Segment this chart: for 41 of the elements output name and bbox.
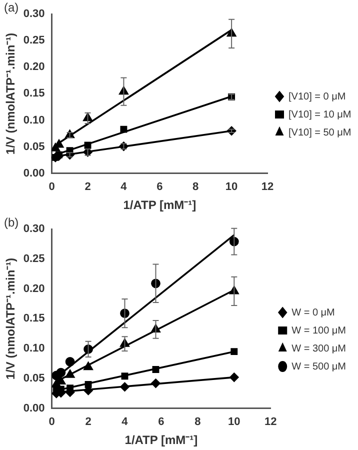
legend-label: [V10] = 0 μM [288,91,346,102]
legend-label: W = 500 μM [292,361,346,372]
x-tick-label: 4 [122,416,129,428]
y-tick-label: 0.05 [23,372,45,385]
x-tick-label: 2 [85,416,92,428]
y-tick-label: 0.10 [23,114,45,126]
x-tick-label: 8 [194,416,201,428]
text: (a) [4,0,19,14]
y-tick-label: 0.25 [23,34,45,47]
y-tick-label: 0.30 [23,8,45,20]
x-tick-label: 12 [264,416,277,428]
y-tick-label: 0.25 [23,252,45,265]
y-tick-label: 0.05 [23,140,45,153]
y-axis-title: 1/V (nmolATP⁻¹.min⁻¹) [4,258,18,380]
x-tick-label: 12 [261,181,274,194]
y-tick-label: 0.15 [23,88,45,100]
x-tick-label: 8 [192,181,199,194]
x-tick-label: 10 [225,181,238,194]
y-tick-label: 0.10 [23,342,45,355]
y-tick-label: 0.00 [23,402,45,414]
x-tick-label: 4 [120,181,128,194]
legend-label: W = 0 μM [292,307,335,318]
text: (b) [4,215,19,230]
y-tick-label: 0.20 [23,282,45,295]
legend-label: [V10] = 50 μM [288,127,352,138]
x-axis-title: 1/ATP [mM⁻¹] [123,198,196,212]
legend-label: W = 300 μM [292,343,346,354]
legend-label: W = 100 μM [292,325,346,336]
x-tick-label: 10 [228,416,240,428]
y-tick-label: 0.15 [23,312,45,325]
x-tick-label: 6 [158,416,164,428]
x-tick-label: 0 [48,416,55,428]
x-axis-title: 1/ATP [mM⁻¹] [124,433,198,448]
y-tick-label: 0.20 [23,61,45,74]
y-axis-title: 1/V (nmolATP⁻¹.min⁻¹) [4,32,18,155]
x-tick-label: 6 [156,181,163,194]
x-tick-label: 0 [48,181,55,194]
legend-label: [V10] = 10 μM [288,109,352,120]
x-tick-label: 2 [84,181,91,194]
y-tick-label: 0.30 [23,223,45,236]
y-tick-label: 0.00 [23,167,45,180]
